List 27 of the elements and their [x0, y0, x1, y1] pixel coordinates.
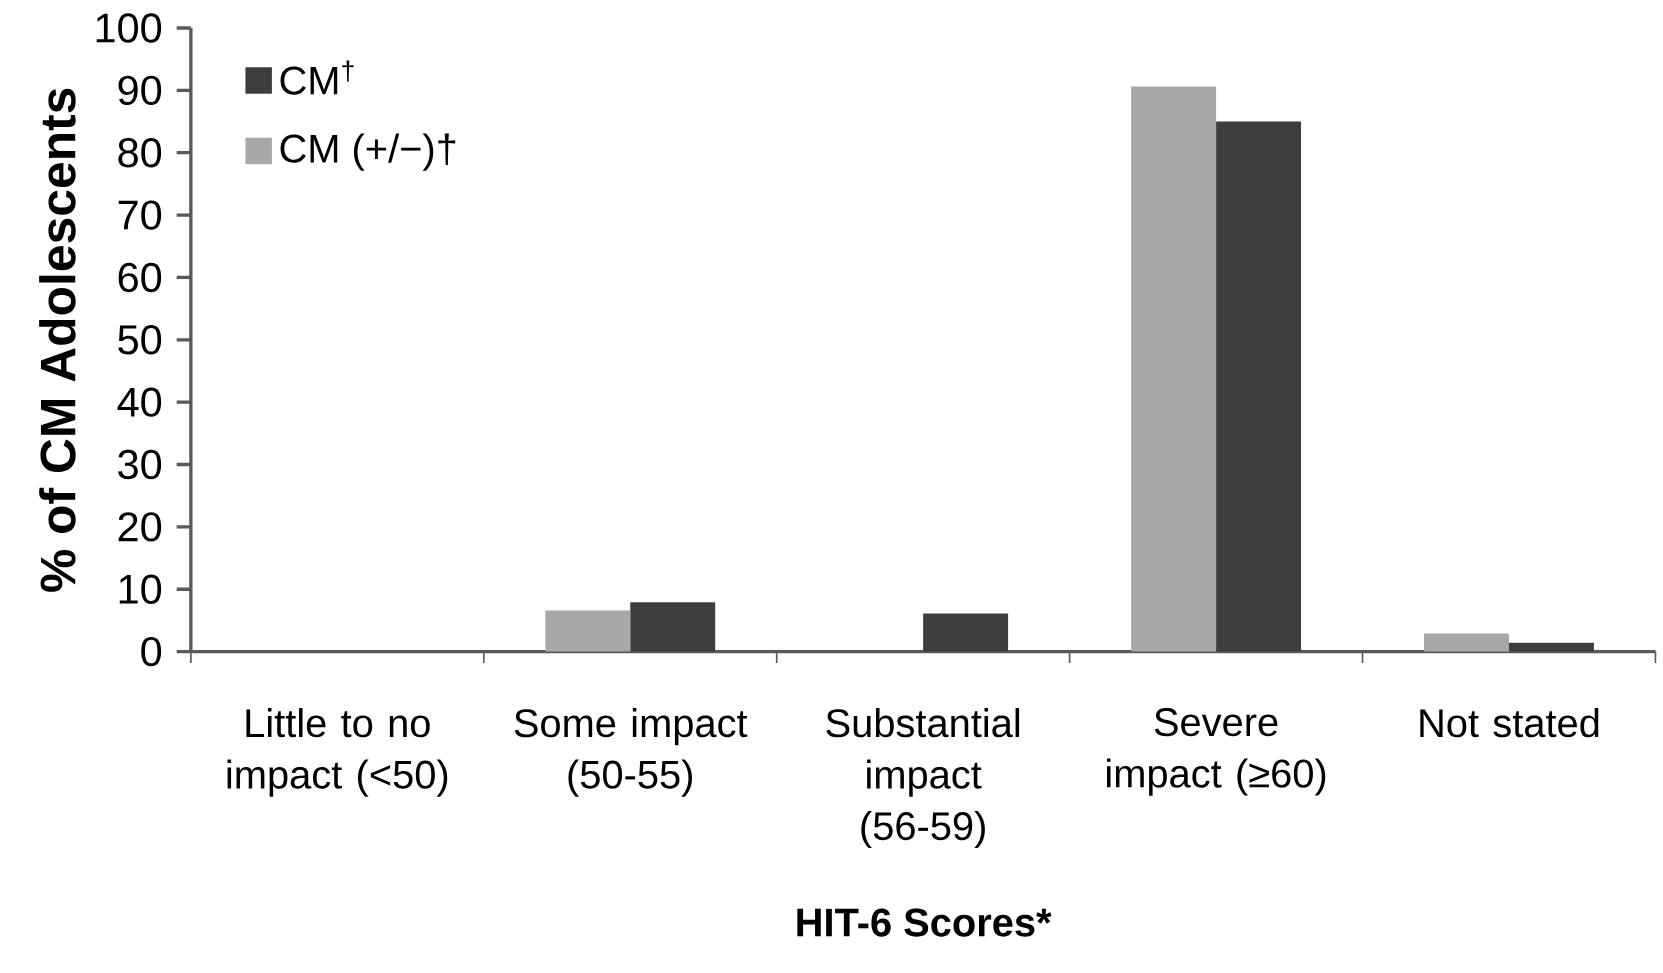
bar — [1424, 633, 1509, 652]
y-tick-label: 20 — [118, 512, 162, 542]
x-tick-label: Substantial impact (56-59) — [826, 708, 1020, 849]
y-tick-label: 40 — [117, 387, 162, 417]
bar — [545, 610, 631, 652]
x-tick-label: Some impact (50-55) — [514, 708, 748, 797]
legend-label: CM (+/−)† — [280, 133, 456, 171]
bar — [1216, 121, 1302, 652]
y-tick-label: 30 — [118, 449, 162, 480]
legend-label: CM$^{†}$ — [280, 60, 354, 95]
y-axis-title: % of CM Adolescents — [39, 88, 76, 592]
y-tick-label: 0 — [141, 637, 162, 667]
x-tick-label: Severe impact (≥60) — [1107, 708, 1326, 796]
y-tick-label: 90 — [118, 75, 162, 106]
y-tick-label: 70 — [118, 200, 162, 230]
y-tick-label: 10 — [119, 574, 162, 605]
x-tick-label: Little to no impact (<50) — [227, 708, 448, 797]
y-tick-label: 80 — [118, 138, 162, 168]
y-tick-label: 60 — [118, 262, 162, 293]
x-axis-title: HIT-6 Scores* — [797, 908, 1052, 937]
bar — [1131, 86, 1217, 652]
bar — [923, 613, 1009, 652]
y-tick-label: 50 — [118, 325, 162, 355]
bar — [1508, 642, 1594, 652]
x-tick-label: Not stated — [1420, 708, 1599, 738]
bar — [630, 602, 716, 652]
y-tick-label: 100 — [96, 13, 162, 43]
